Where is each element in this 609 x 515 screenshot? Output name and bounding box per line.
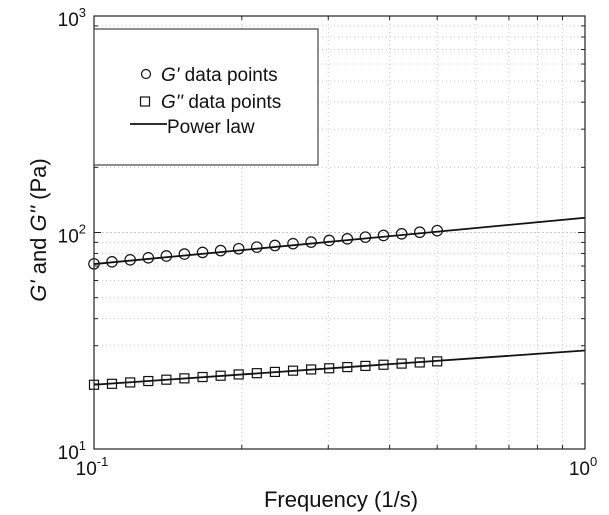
g-prime-data-point [359,231,372,243]
g-prime-data-point [377,229,390,242]
y-tick-label: 101 [58,438,86,464]
legend-text: Power law [167,117,255,138]
g-prime-data-point [287,237,299,250]
x-tick-label: 10-1 [76,454,109,480]
g-prime-data-point [178,248,191,260]
y-axis-label-g-double-prime: G'' [26,205,51,231]
power-law-fit-line [93,349,586,386]
g-prime-data-point [232,242,245,255]
g-prime-data-point [305,236,317,248]
legend-text: data points [183,92,281,113]
y-tick-label: 103 [58,5,86,31]
y-tick-exponent: 2 [79,222,86,237]
legend-symbol: G' [161,65,181,86]
x-tick-exponent: -1 [97,454,109,469]
y-tick-base: 10 [58,10,79,31]
g-prime-data-point [323,234,335,247]
y-axis-label: G' and G'' (Pa) [26,158,51,301]
legend-label: Power law [167,117,255,138]
y-tick-base: 10 [58,227,79,248]
legend-symbol: G'' [161,92,184,113]
x-axis-label: Frequency (1/s) [264,487,418,512]
y-axis-label-g-prime: G' [26,280,51,302]
g-prime-data-point [269,239,281,252]
legend-square-marker [139,96,151,107]
g-prime-data-point [341,233,354,245]
y-axis-label-and: and [26,231,51,280]
x-tick-label: 100 [569,454,597,480]
data-layer [88,216,586,390]
power-law-fit-line [93,216,586,265]
x-tick-exponent: 0 [590,454,597,469]
legend-label: G' data points [161,65,278,86]
legend-label: G'' data points [161,92,281,113]
legend-text: data points [179,65,277,86]
g-prime-data-point [251,241,263,253]
legend-circle-marker [140,68,152,80]
y-tick-label: 102 [58,222,86,248]
y-tick-base: 10 [58,443,79,464]
legend-box [93,28,319,166]
y-tick-exponent: 3 [79,5,86,20]
y-tick-exponent: 1 [79,438,86,453]
y-axis-label-unit: (Pa) [26,158,51,206]
g-prime-data-point [196,246,209,259]
x-tick-base: 10 [76,459,97,480]
x-tick-base: 10 [569,459,590,480]
g-prime-data-point [214,244,227,257]
